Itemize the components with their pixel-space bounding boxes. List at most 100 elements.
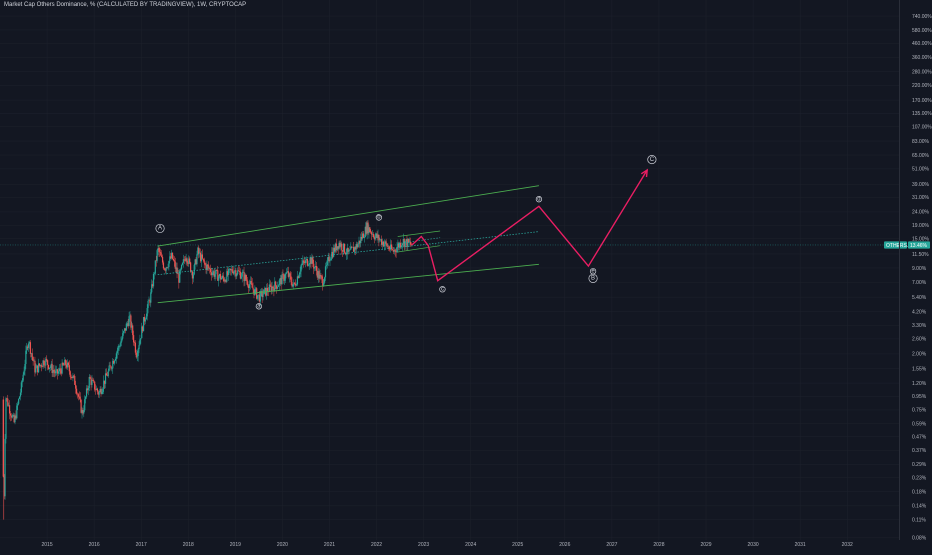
time-tick-label: 2023 (418, 542, 429, 548)
candle-body (380, 239, 382, 240)
candle-body (182, 259, 184, 263)
candle-body (127, 323, 129, 326)
candle-body (143, 317, 146, 322)
wave-label-text: c (441, 287, 444, 293)
wave-label-text: a (257, 304, 261, 310)
candle-body (46, 358, 48, 361)
candle-body (253, 289, 255, 295)
candle-body (322, 278, 324, 287)
candle-body (106, 375, 108, 377)
candle-body (259, 291, 261, 302)
candle-body (118, 346, 120, 347)
candle-body (137, 349, 139, 356)
candle-body (104, 373, 107, 384)
candle-body (41, 366, 43, 368)
candle-body (111, 368, 113, 369)
price-tick-label: 0.29% (912, 462, 927, 468)
candle-body (286, 271, 289, 273)
price-tick-label: 280.00% (912, 69, 932, 75)
candle-body (122, 333, 124, 339)
candle-body (352, 246, 354, 248)
candle-body (35, 368, 37, 373)
candle-body (332, 251, 334, 257)
time-tick-label: 2021 (324, 542, 335, 548)
candle-body (304, 261, 306, 264)
candle-body (133, 342, 136, 343)
candle-body (272, 286, 274, 289)
candle-body (237, 270, 239, 275)
candle-body (236, 274, 238, 277)
candle-body (217, 270, 219, 281)
candle-body (156, 250, 158, 261)
drawings (157, 168, 649, 304)
candle-body (59, 368, 61, 371)
candle-body (316, 270, 318, 278)
candle-body (381, 239, 383, 245)
candle-body (4, 438, 6, 497)
candle-body (185, 258, 187, 261)
candle-body (54, 371, 56, 374)
candle-body (136, 355, 138, 358)
price-scale[interactable] (899, 0, 932, 540)
candle-body (45, 358, 47, 366)
candle-body (186, 258, 188, 263)
candle-body (285, 273, 287, 279)
candle-body (277, 285, 280, 287)
candle-body (131, 325, 133, 328)
grid (0, 0, 899, 540)
candle-body (240, 276, 242, 279)
candle-body (107, 370, 109, 377)
candle-body (19, 392, 22, 397)
candle-body (372, 234, 375, 238)
candle-body (39, 364, 41, 366)
price-tick-label: 0.47% (912, 434, 927, 440)
candle-body (220, 277, 223, 280)
candle-body (270, 285, 272, 292)
candle-body (356, 244, 358, 248)
candle-body (406, 239, 408, 247)
candle-body (343, 243, 346, 253)
candle-body (49, 367, 51, 369)
candle-body (302, 260, 304, 264)
time-axis[interactable]: 2015 2016 2017 2018 2019 2020 2021 2022 2023 2024… (42, 542, 853, 548)
candle-body (200, 254, 203, 262)
candle-body (360, 237, 362, 244)
candle-body (215, 270, 217, 275)
price-badge (908, 241, 930, 249)
wave-label-circle (255, 303, 263, 310)
candle-body (160, 252, 162, 256)
candle-body (409, 242, 412, 245)
candle-body (280, 278, 282, 285)
candle-body (98, 391, 100, 395)
candle-body (5, 398, 7, 439)
candle-body (323, 282, 325, 287)
candle-body (150, 292, 152, 303)
candle-body (358, 240, 360, 245)
candle-body (3, 476, 5, 497)
candle-body (79, 396, 81, 401)
candle-body (248, 284, 251, 288)
price-tick-label: 65.00% (912, 153, 930, 159)
candle-body (189, 258, 191, 263)
candle-body (385, 241, 387, 244)
candle-body (192, 274, 194, 279)
candle-body (163, 268, 165, 270)
candle-body (158, 248, 160, 252)
candle-body (315, 266, 318, 271)
candle-body (374, 235, 376, 240)
candle-body (40, 364, 42, 367)
candle-body (256, 288, 258, 299)
candle-body (161, 256, 164, 263)
candle-body (56, 369, 58, 371)
candle-body (276, 286, 279, 289)
candle-body (61, 362, 63, 374)
price-tick-label: 0.95% (912, 394, 927, 400)
candle-body (115, 353, 118, 359)
candle-body (283, 274, 285, 281)
candle-body (308, 264, 310, 266)
candle-body (284, 278, 286, 281)
candle-body (75, 388, 78, 394)
time-tick-label: 2016 (89, 542, 100, 548)
